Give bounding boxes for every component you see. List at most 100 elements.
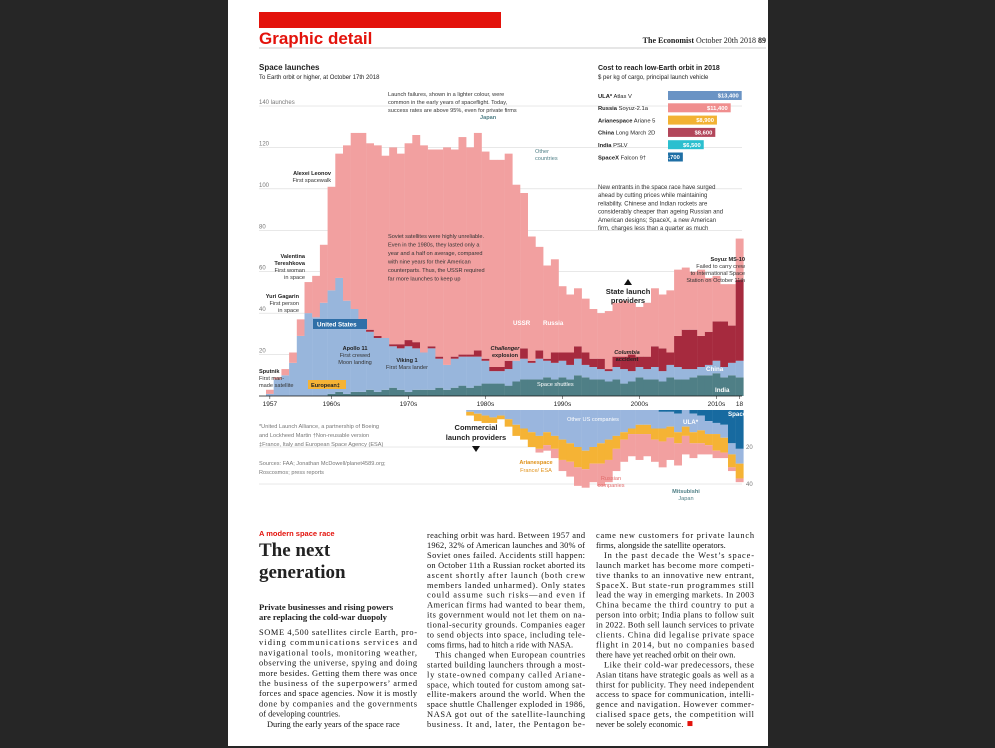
- bar-segment: [489, 417, 498, 423]
- bar-segment: [543, 265, 552, 359]
- body-line: to send objects into space, including te…: [427, 631, 585, 640]
- bar: [668, 152, 683, 162]
- bar-label: SpaceX Falcon 9†: [598, 155, 646, 161]
- bar-segment: [627, 371, 636, 382]
- bar-segment: [450, 387, 459, 396]
- bar-segment: [466, 387, 475, 396]
- series-label: SpaceX: [728, 411, 751, 418]
- bar-segment: [520, 193, 528, 349]
- bar-segment: [581, 352, 590, 365]
- bar-segment: [389, 147, 398, 345]
- bar-segment: [319, 302, 328, 396]
- bar-segment: [735, 360, 744, 378]
- bar-segment: [597, 358, 605, 370]
- body-line: In the past decade the West’s space-: [604, 551, 754, 560]
- bar-segment: [612, 435, 621, 449]
- value-label: $8,900: [696, 118, 714, 124]
- charts: 20 40 60 80 100 120 140 launches 1957 1960s 1970s…: [259, 91, 753, 488]
- company: China: [598, 131, 615, 137]
- bar-segment: [612, 448, 621, 472]
- body-line: tive thanks to an innovative new entrant…: [596, 571, 754, 580]
- body-line: SpaceX. But state-run programmes still: [596, 581, 755, 590]
- bar-segment: [527, 379, 536, 396]
- bar-segment: [527, 360, 536, 363]
- bar-segment: [481, 415, 490, 423]
- bar-segment: [412, 389, 421, 396]
- bar-segment: [689, 271, 698, 330]
- kicker: A modern space race: [259, 529, 335, 538]
- bar-segment: [358, 319, 367, 392]
- body-line: members landed unharmed). Only states: [427, 581, 585, 590]
- bar-segment: [527, 362, 536, 380]
- bar-segment: [504, 369, 513, 386]
- bar-segment: [497, 159, 505, 367]
- annotation: Mitsubishi: [672, 489, 700, 495]
- body-line: coms firms, had to hitch a ride with NAS…: [427, 640, 573, 649]
- arrow-down: [472, 446, 480, 452]
- arrow-up: [624, 279, 632, 285]
- bar-segment: [427, 149, 436, 347]
- bar-segment: [550, 448, 559, 459]
- y-tick-label: 60: [259, 266, 266, 272]
- vehicle: Long March 2D: [616, 131, 656, 137]
- bar-segment: [666, 352, 675, 365]
- bar-segment: [566, 364, 575, 380]
- bar-segment: [458, 354, 467, 357]
- bar-segment: [535, 410, 544, 436]
- bar-segment: [589, 379, 598, 396]
- bar-segment: [527, 236, 536, 361]
- vehicle: Ariane 5: [634, 118, 656, 124]
- bar-segment: [289, 362, 297, 396]
- body-line: American firms had wanted to bear them,: [427, 601, 585, 610]
- bar-segment: [473, 410, 482, 414]
- annotation: launch providers: [446, 433, 506, 442]
- bar-segment: [574, 447, 582, 468]
- bar: [668, 127, 716, 137]
- chart-note: considerably cheaper than ageing Russian…: [598, 210, 723, 216]
- body-line: lead the way in emerging markets. In 200…: [596, 591, 754, 600]
- bar-segment: [728, 410, 736, 444]
- bar-segment: [697, 415, 706, 431]
- bar-segment: [527, 410, 536, 433]
- bar: [668, 103, 731, 113]
- bar-segment: [535, 246, 544, 351]
- body-line: started building launchers through a mos…: [427, 660, 585, 669]
- bar-segment: [720, 284, 729, 322]
- bar-segment: [674, 410, 682, 414]
- annotation: Soviet satellites were highly unreliable…: [388, 234, 485, 240]
- bar-segment: [366, 389, 374, 396]
- bar-segment: [620, 300, 629, 357]
- bar-segment: [512, 360, 521, 382]
- body-line: viding communications services and: [259, 638, 418, 647]
- annotation: Soyuz MS-10: [710, 257, 745, 263]
- bar-segment: [281, 369, 290, 376]
- publication: The Economist: [643, 36, 695, 45]
- bar-segment: [358, 132, 367, 320]
- annotation: First man-: [259, 376, 284, 382]
- article-body: SOME 4,500 satellites circle Earth, pro-…: [259, 531, 755, 729]
- bar-segment: [404, 340, 413, 347]
- bar-segment: [558, 410, 567, 440]
- bar-segment: [566, 410, 575, 444]
- bar-segment: [581, 469, 590, 488]
- bar-segment: [543, 432, 552, 446]
- bar-segment: [581, 377, 590, 396]
- annotation: with nine years for their American: [387, 260, 471, 266]
- bar-segment: [389, 387, 398, 396]
- chart-note: New entrants in the space race have surg…: [598, 185, 715, 191]
- bar-segment: [350, 309, 359, 392]
- bar-segment: [335, 391, 344, 396]
- bar-segment: [266, 393, 274, 396]
- bar-segment: [589, 367, 598, 380]
- bar-segment: [504, 410, 513, 420]
- bar-segment: [343, 145, 351, 301]
- series-label: USSR: [513, 320, 531, 327]
- bar-segment: [612, 367, 621, 380]
- bar-segment: [728, 375, 736, 396]
- bar-segment: [412, 135, 421, 343]
- bar-segment: [627, 434, 636, 457]
- series-label: United States: [317, 322, 357, 329]
- bar-segment: [404, 346, 413, 392]
- bar-segment: [620, 369, 629, 384]
- body-line: its government would not let them on na-: [427, 611, 585, 620]
